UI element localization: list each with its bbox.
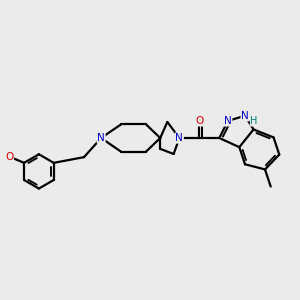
- Text: N: N: [241, 111, 249, 121]
- Text: O: O: [5, 152, 13, 162]
- Text: H: H: [250, 116, 258, 126]
- Text: N: N: [224, 116, 232, 126]
- Text: N: N: [176, 133, 183, 143]
- Text: N: N: [97, 133, 105, 143]
- Text: O: O: [195, 116, 203, 126]
